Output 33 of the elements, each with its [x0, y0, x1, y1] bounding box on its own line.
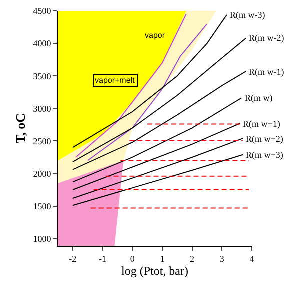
line-series	[75, 14, 187, 158]
x-axis-title: log (Ptot, bar)	[122, 264, 188, 278]
y-axis-title: T, oC	[13, 113, 28, 144]
y-tick-label: 3500	[33, 71, 52, 82]
line-series	[72, 154, 244, 206]
series-label: R(m w)	[245, 93, 273, 103]
series-label: R(m w+3)	[246, 150, 284, 160]
line-series	[72, 14, 228, 148]
x-tick-label: 4	[250, 254, 255, 264]
x-tick-label: -2	[69, 254, 77, 264]
annotation: vapor	[145, 31, 166, 40]
line-series	[72, 123, 241, 191]
series-label: R(m w+1)	[243, 119, 280, 129]
series-label: R(m w-1)	[249, 67, 284, 77]
y-tick-label: 4000	[33, 38, 52, 49]
x-tick-label: 1	[160, 254, 165, 264]
line-series	[87, 24, 208, 162]
y-tick-label: 2500	[33, 136, 52, 146]
y-tick-label: 4500	[33, 6, 52, 16]
y-tick-label: 3000	[33, 104, 52, 114]
series-label: R(m w-2)	[249, 33, 284, 43]
y-tick-label: 1000	[33, 234, 52, 244]
series-label: R(m w-3)	[230, 10, 266, 20]
x-tick-label: 2	[190, 254, 195, 264]
line-series	[72, 98, 242, 183]
annotation: vapor+melt	[95, 76, 136, 85]
y-tick-label: 1500	[33, 201, 52, 212]
x-tick-label: -1	[99, 254, 107, 264]
x-tick-label: 3	[220, 254, 225, 264]
series-label: R(m w+2)	[246, 134, 284, 144]
line-series	[72, 138, 244, 199]
y-tick-label: 2000	[33, 168, 52, 179]
x-tick-label: 0	[130, 254, 136, 264]
